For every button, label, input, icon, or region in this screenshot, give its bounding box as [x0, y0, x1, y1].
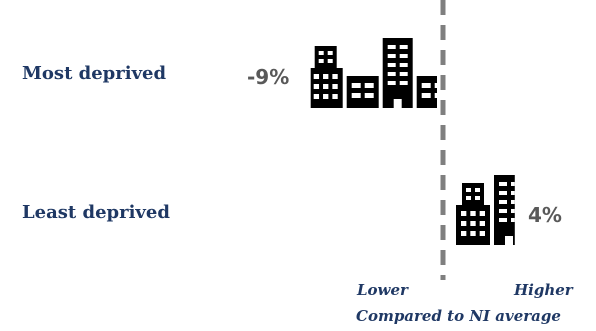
value-label-least-deprived: 4% — [528, 203, 562, 227]
bar-most-deprived — [310, 38, 438, 108]
category-label-least-deprived: Least deprived — [22, 202, 170, 223]
x-axis-title: Compared to NI average — [356, 307, 561, 325]
category-label-most-deprived: Most deprived — [22, 63, 167, 84]
bar-least-deprived — [456, 175, 515, 245]
axis-low-label: Lower — [357, 281, 408, 299]
axis-high-label: Higher — [514, 281, 573, 299]
value-label-most-deprived: -9% — [247, 65, 290, 89]
